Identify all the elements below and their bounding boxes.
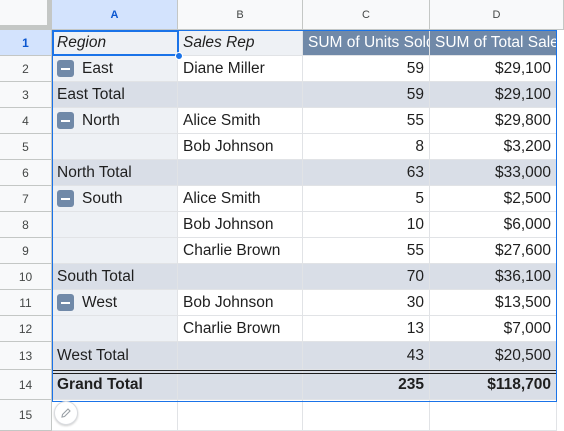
edit-pencil-button[interactable] [54,401,78,425]
region-label: North [82,111,120,129]
units-cell[interactable]: 10 [303,212,430,238]
total-sales-cell[interactable]: $20,500 [430,342,557,370]
units-cell[interactable]: 63 [303,160,430,186]
total-sales-cell[interactable]: $27,600 [430,238,557,264]
region-cell[interactable] [52,134,178,160]
row-header-4[interactable]: 4 [0,108,52,134]
units-cell[interactable]: 13 [303,316,430,342]
grand-total-rep-cell[interactable] [178,370,303,400]
units-cell[interactable]: 59 [303,82,430,108]
region-cell[interactable]: South Total [52,264,178,290]
sales-rep-cell[interactable] [178,342,303,370]
units-cell[interactable]: 8 [303,134,430,160]
region-cell[interactable]: West [52,290,178,316]
row-header-3[interactable]: 3 [0,82,52,108]
region-cell[interactable]: North Total [52,160,178,186]
total-sales-cell[interactable]: $6,000 [430,212,557,238]
units-cell[interactable]: 30 [303,290,430,316]
region-cell[interactable] [52,238,178,264]
row-header-12[interactable]: 12 [0,316,52,342]
header-cell-sales-rep[interactable]: Sales Rep [178,30,303,56]
grand-total-label[interactable]: Grand Total [52,370,178,400]
sales-rep-cell[interactable]: Alice Smith [178,108,303,134]
sales-rep-cell[interactable]: Bob Johnson [178,290,303,316]
units-cell[interactable]: 59 [303,56,430,82]
total-sales-cell[interactable]: $13,500 [430,290,557,316]
header-cell-units[interactable]: SUM of Units Sold [303,30,430,56]
units-cell[interactable]: 43 [303,342,430,370]
header-cell-region[interactable]: Region [52,30,178,56]
region-label: East [82,59,114,77]
row-header-13[interactable]: 13 [0,342,52,370]
row-header-2[interactable]: 2 [0,56,52,82]
region-cell[interactable] [52,212,178,238]
units-cell[interactable]: 55 [303,238,430,264]
row-header-10[interactable]: 10 [0,264,52,290]
empty-cell[interactable] [178,400,303,431]
row-header-6[interactable]: 6 [0,160,52,186]
grand-total-units[interactable]: 235 [303,370,430,400]
sales-rep-cell[interactable] [178,160,303,186]
total-sales-cell[interactable]: $36,100 [430,264,557,290]
region-label: North Total [57,163,132,181]
region-cell[interactable]: East Total [52,82,178,108]
sales-rep-cell[interactable]: Bob Johnson [178,134,303,160]
sales-rep-cell[interactable]: Alice Smith [178,186,303,212]
column-header-a[interactable]: A [52,0,178,30]
header-cell-total-sales[interactable]: SUM of Total Sales [430,30,557,56]
total-sales-cell[interactable]: $33,000 [430,160,557,186]
pencil-icon [61,408,71,418]
collapse-toggle-icon[interactable] [57,190,74,207]
empty-cell[interactable] [303,400,430,431]
units-cell[interactable]: 70 [303,264,430,290]
sales-rep-cell[interactable]: Diane Miller [178,56,303,82]
sales-rep-cell[interactable]: Bob Johnson [178,212,303,238]
row-header-11[interactable]: 11 [0,290,52,316]
sales-rep-cell[interactable]: Charlie Brown [178,238,303,264]
row-header-9[interactable]: 9 [0,238,52,264]
column-header-b[interactable]: B [178,0,303,30]
row-header-8[interactable]: 8 [0,212,52,238]
row-header-5[interactable]: 5 [0,134,52,160]
region-cell[interactable] [52,316,178,342]
total-sales-cell[interactable]: $3,200 [430,134,557,160]
region-cell[interactable]: South [52,186,178,212]
units-cell[interactable]: 5 [303,186,430,212]
collapse-toggle-icon[interactable] [57,112,74,129]
fill-handle[interactable] [175,52,183,60]
region-cell[interactable]: North [52,108,178,134]
sales-rep-cell[interactable] [178,264,303,290]
collapse-toggle-icon[interactable] [57,60,74,77]
total-sales-cell[interactable]: $2,500 [430,186,557,212]
row-header-15[interactable]: 15 [0,400,52,431]
region-cell[interactable]: West Total [52,342,178,370]
sales-rep-cell[interactable]: Charlie Brown [178,316,303,342]
collapse-toggle-icon[interactable] [57,294,74,311]
total-sales-cell[interactable]: $29,100 [430,56,557,82]
total-sales-cell[interactable]: $7,000 [430,316,557,342]
total-sales-cell[interactable]: $29,800 [430,108,557,134]
region-label: West Total [57,346,129,364]
empty-cell[interactable] [430,400,557,431]
region-label: South Total [57,267,135,285]
region-label: South [82,189,123,207]
column-header-d[interactable]: D [430,0,564,30]
total-sales-cell[interactable]: $29,100 [430,82,557,108]
row-header-1[interactable]: 1 [0,30,52,56]
region-label: West [82,293,118,311]
column-header-c[interactable]: C [303,0,430,30]
select-all-corner[interactable] [0,0,52,30]
row-header-7[interactable]: 7 [0,186,52,212]
region-label: East Total [57,85,125,103]
region-cell[interactable]: East [52,56,178,82]
grand-total-sales[interactable]: $118,700 [430,370,557,400]
row-header-14[interactable]: 14 [0,370,52,400]
units-cell[interactable]: 55 [303,108,430,134]
sales-rep-cell[interactable] [178,82,303,108]
grand-total-divider [52,370,557,374]
